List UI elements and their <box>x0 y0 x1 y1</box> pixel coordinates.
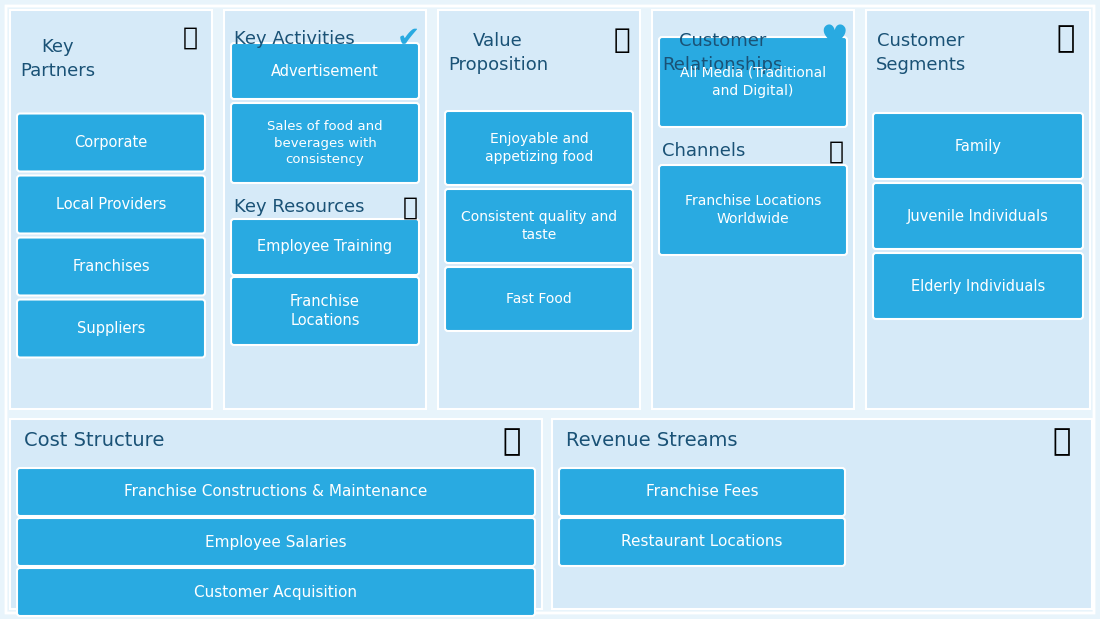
FancyBboxPatch shape <box>873 113 1084 179</box>
Text: Key Activities: Key Activities <box>234 30 354 48</box>
Text: Franchise Constructions & Maintenance: Franchise Constructions & Maintenance <box>124 485 428 500</box>
Text: Restaurant Locations: Restaurant Locations <box>621 534 783 550</box>
FancyBboxPatch shape <box>16 468 535 516</box>
Text: 👥: 👥 <box>1057 24 1075 53</box>
Text: Key Resources: Key Resources <box>234 198 364 216</box>
FancyBboxPatch shape <box>446 267 632 331</box>
Text: Fast Food: Fast Food <box>506 292 572 306</box>
FancyBboxPatch shape <box>231 219 419 275</box>
Text: Channels: Channels <box>662 142 746 160</box>
FancyBboxPatch shape <box>224 10 426 409</box>
Text: Franchises: Franchises <box>73 259 150 274</box>
FancyBboxPatch shape <box>16 568 535 616</box>
Text: 💰: 💰 <box>1053 427 1071 456</box>
FancyBboxPatch shape <box>659 37 847 127</box>
FancyBboxPatch shape <box>552 419 1092 609</box>
FancyBboxPatch shape <box>231 277 419 345</box>
FancyBboxPatch shape <box>10 419 542 609</box>
Text: Enjoyable and
appetizing food: Enjoyable and appetizing food <box>485 132 593 164</box>
Text: 🔗: 🔗 <box>183 26 198 50</box>
FancyBboxPatch shape <box>231 43 419 99</box>
Text: Revenue Streams: Revenue Streams <box>566 431 737 450</box>
Text: Franchise Locations
Worldwide: Franchise Locations Worldwide <box>685 194 822 226</box>
Text: Franchise
Locations: Franchise Locations <box>290 293 360 329</box>
FancyBboxPatch shape <box>873 183 1084 249</box>
FancyBboxPatch shape <box>866 10 1090 409</box>
FancyBboxPatch shape <box>873 253 1084 319</box>
FancyBboxPatch shape <box>659 165 847 255</box>
Text: Value
Proposition: Value Proposition <box>448 32 548 74</box>
FancyBboxPatch shape <box>16 113 205 171</box>
Text: Local Providers: Local Providers <box>56 197 166 212</box>
Text: Suppliers: Suppliers <box>77 321 145 336</box>
FancyBboxPatch shape <box>438 10 640 409</box>
Text: Sales of food and
beverages with
consistency: Sales of food and beverages with consist… <box>267 119 383 167</box>
Text: ♥: ♥ <box>821 24 848 53</box>
FancyBboxPatch shape <box>559 468 845 516</box>
FancyBboxPatch shape <box>559 518 845 566</box>
Text: Advertisement: Advertisement <box>271 64 378 79</box>
Text: Corporate: Corporate <box>75 135 147 150</box>
FancyBboxPatch shape <box>446 189 632 263</box>
Text: ✔: ✔ <box>396 24 419 52</box>
Text: Employee Salaries: Employee Salaries <box>206 534 346 550</box>
Text: Customer
Segments: Customer Segments <box>876 32 966 74</box>
FancyBboxPatch shape <box>16 238 205 295</box>
Text: 👷: 👷 <box>403 196 418 220</box>
Text: Employee Training: Employee Training <box>257 240 393 254</box>
Text: Family: Family <box>955 139 1001 154</box>
Text: Elderly Individuals: Elderly Individuals <box>911 279 1045 293</box>
Text: Customer Acquisition: Customer Acquisition <box>195 584 358 599</box>
FancyBboxPatch shape <box>16 300 205 358</box>
FancyBboxPatch shape <box>231 103 419 183</box>
Text: Cost Structure: Cost Structure <box>24 431 164 450</box>
Text: 🚚: 🚚 <box>828 140 844 164</box>
FancyBboxPatch shape <box>16 176 205 233</box>
Text: 🎁: 🎁 <box>614 26 630 54</box>
FancyBboxPatch shape <box>16 518 535 566</box>
Text: Juvenile Individuals: Juvenile Individuals <box>908 209 1049 223</box>
FancyBboxPatch shape <box>652 10 854 409</box>
Text: 🏷: 🏷 <box>503 427 521 456</box>
Text: Franchise Fees: Franchise Fees <box>646 485 758 500</box>
Text: Consistent quality and
taste: Consistent quality and taste <box>461 210 617 242</box>
FancyBboxPatch shape <box>6 6 1094 613</box>
FancyBboxPatch shape <box>446 111 632 185</box>
FancyBboxPatch shape <box>10 10 212 409</box>
Text: Customer
Relationships: Customer Relationships <box>662 32 782 74</box>
Text: All Media (Traditional
and Digital): All Media (Traditional and Digital) <box>680 66 826 98</box>
Text: Key
Partners: Key Partners <box>20 38 95 80</box>
